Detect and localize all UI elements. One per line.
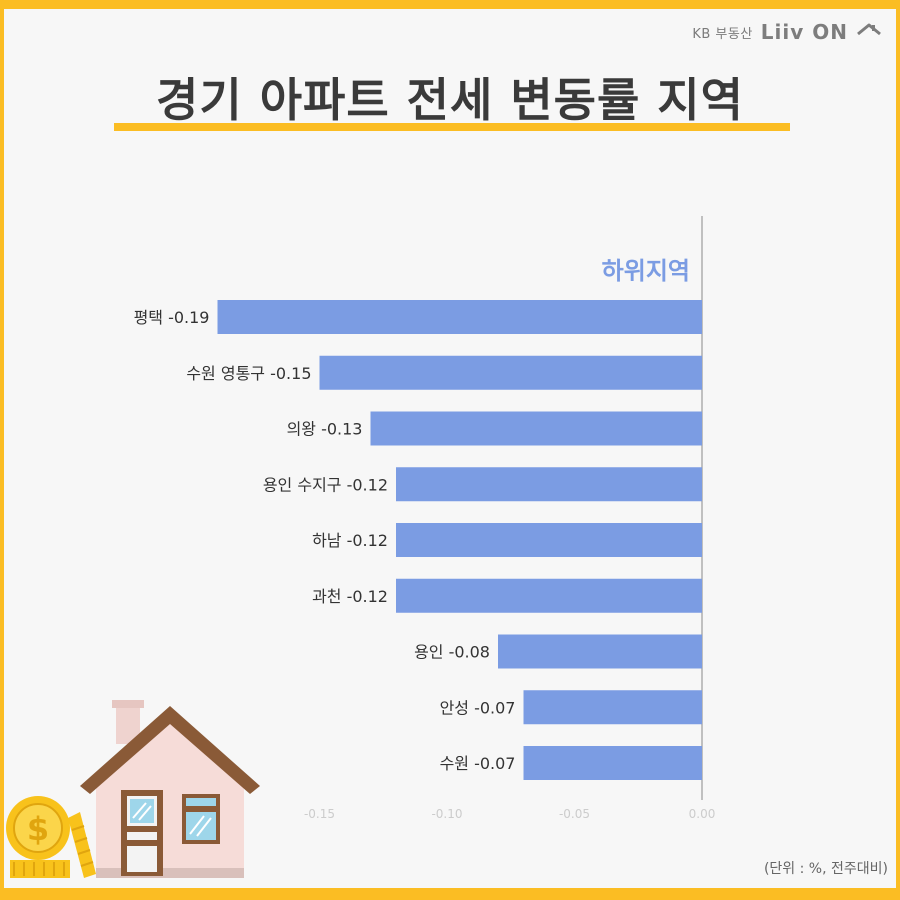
bar-4 — [396, 467, 702, 502]
bar-9 — [523, 746, 702, 780]
house-and-coins-illustration: $ — [6, 700, 260, 878]
bar-label-5: 하남 -0.12 — [312, 531, 388, 550]
bar-2 — [319, 355, 702, 390]
brand-app-logo: Liiv ON — [760, 20, 848, 44]
series-label: 하위지역 — [602, 257, 690, 285]
bottom-border — [0, 888, 900, 900]
bar-label-4: 용인 수지구 -0.12 — [263, 475, 388, 494]
right-border — [896, 0, 900, 900]
brand-kb-text: KB 부동산 — [692, 26, 753, 42]
unit-footnote: (단위 : %, 전주대비) — [763, 861, 888, 877]
x-tick-label-2: -0.10 — [431, 807, 462, 821]
bar-5 — [396, 523, 702, 557]
bar-label-6: 과천 -0.12 — [312, 587, 388, 606]
bar-3 — [370, 411, 702, 446]
bar-label-9: 수원 -0.07 — [440, 754, 516, 773]
bar-label-3: 의왕 -0.13 — [287, 420, 363, 439]
svg-text:$: $ — [27, 810, 49, 848]
brand-logo: KB 부동산 Liiv ON — [692, 20, 882, 44]
bar-label-1: 평택 -0.19 — [134, 308, 210, 327]
top-border — [0, 0, 900, 9]
bar-label-2: 수원 영통구 -0.15 — [186, 364, 311, 383]
bar-label-8: 안성 -0.07 — [440, 698, 516, 717]
house-roof-icon — [857, 23, 881, 36]
title-underline — [114, 123, 790, 131]
bar-7 — [498, 634, 702, 669]
left-border — [0, 0, 4, 900]
page-title: 경기 아파트 전세 변동률 지역 — [156, 73, 744, 127]
bar-1 — [217, 300, 702, 334]
x-tick-label-1: -0.15 — [304, 807, 335, 821]
x-tick-label-3: -0.05 — [559, 807, 590, 821]
bar-8 — [523, 690, 702, 725]
x-tick-label-4: 0.00 — [689, 807, 716, 821]
bar-label-7: 용인 -0.08 — [414, 643, 490, 662]
bar-6 — [396, 578, 702, 613]
